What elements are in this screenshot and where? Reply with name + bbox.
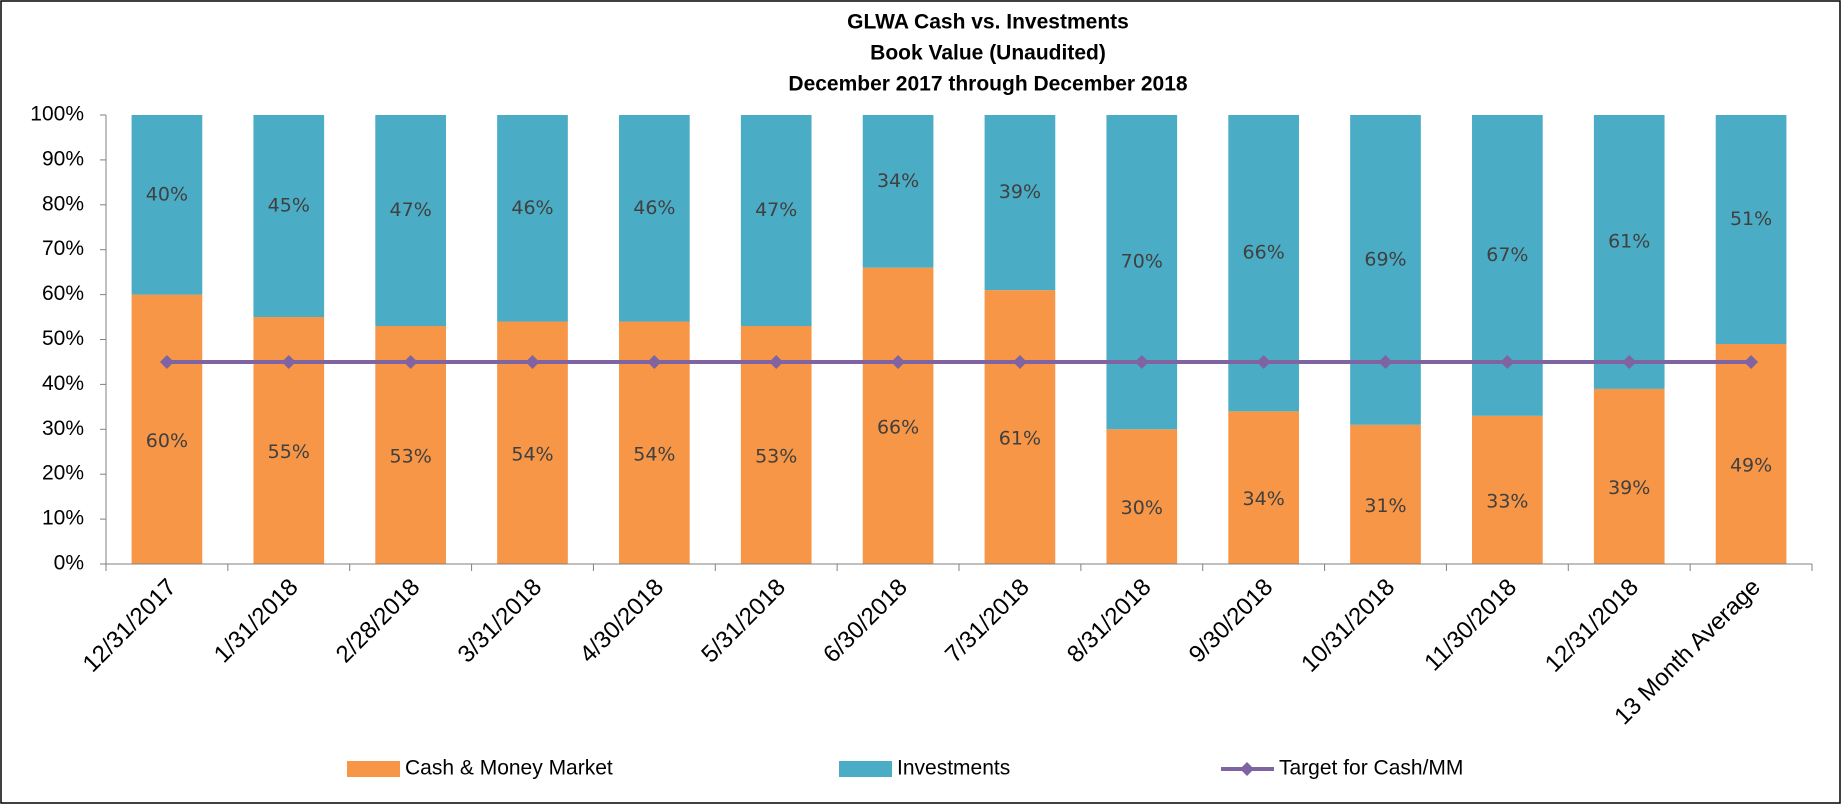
y-tick-label: 0%: [54, 552, 84, 575]
data-label: 45%: [268, 195, 310, 217]
target-marker: [769, 354, 784, 369]
data-label: 34%: [877, 170, 919, 192]
bar-segment: [1472, 415, 1543, 564]
bar-segment: [1106, 429, 1178, 564]
data-label: 46%: [633, 197, 675, 219]
bar-segment: [1715, 115, 1787, 344]
chart-subtitle: Book Value (Unaudited): [870, 42, 1106, 65]
data-label: 67%: [1486, 244, 1528, 266]
legend-label: Investments: [897, 757, 1010, 780]
data-label: 61%: [999, 428, 1041, 450]
target-marker: [1500, 354, 1515, 369]
target-marker: [1012, 354, 1027, 369]
data-label: 66%: [877, 416, 919, 438]
data-label: 54%: [511, 443, 553, 465]
target-marker: [891, 354, 906, 369]
data-label: 61%: [1608, 230, 1650, 252]
bar-segment: [497, 115, 568, 322]
y-tick-label: 20%: [42, 462, 84, 485]
data-label: 70%: [1121, 251, 1163, 273]
legend-swatch: [347, 761, 400, 777]
y-tick-label: 80%: [42, 192, 84, 215]
data-label: 53%: [390, 446, 432, 468]
target-marker: [1744, 354, 1759, 369]
data-label: 46%: [511, 197, 553, 219]
data-label: 47%: [390, 199, 432, 221]
bar-segment: [1106, 115, 1178, 430]
y-tick-label: 70%: [42, 237, 84, 260]
y-tick-label: 10%: [42, 507, 84, 530]
target-marker: [1378, 354, 1393, 369]
legend-label: Cash & Money Market: [405, 757, 613, 780]
chart-title: GLWA Cash vs. Investments: [847, 11, 1129, 34]
bar-segment: [1715, 343, 1787, 564]
y-tick-label: 50%: [42, 327, 84, 350]
data-label: 69%: [1364, 248, 1406, 270]
data-label: 30%: [1121, 497, 1163, 519]
bar-segment: [253, 115, 325, 318]
data-label: 51%: [1730, 208, 1772, 230]
legend-swatch: [839, 761, 892, 777]
data-label: 39%: [999, 181, 1041, 203]
bar-segment: [862, 267, 934, 564]
y-tick-label: 100%: [30, 103, 84, 126]
data-label: 33%: [1486, 490, 1528, 512]
data-label: 40%: [146, 183, 188, 205]
bar-segment: [740, 115, 812, 327]
chart-subtitle: December 2017 through December 2018: [788, 73, 1188, 96]
target-marker: [1622, 354, 1637, 369]
data-label: 31%: [1364, 495, 1406, 517]
target-marker: [525, 354, 540, 369]
data-label: 49%: [1730, 454, 1772, 476]
bar-segment: [131, 294, 203, 564]
bar-segment: [1350, 115, 1421, 425]
bar-segment: [619, 115, 690, 322]
y-tick-label: 30%: [42, 417, 84, 440]
data-label: 47%: [755, 199, 797, 221]
target-marker: [403, 354, 418, 369]
target-marker: [1134, 354, 1149, 369]
bar-segment: [1350, 424, 1421, 564]
bar-segment: [1593, 388, 1665, 564]
bar-segment: [862, 115, 934, 268]
data-label: 53%: [755, 446, 797, 468]
bar-segment: [984, 290, 1056, 564]
target-marker: [1256, 354, 1271, 369]
bar-segment: [1593, 115, 1665, 389]
bar-segment: [1228, 411, 1299, 564]
target-marker: [647, 354, 662, 369]
legend-label: Target for Cash/MM: [1279, 757, 1463, 780]
data-label: 39%: [1608, 477, 1650, 499]
y-tick-label: 40%: [42, 372, 84, 395]
bar-segment: [375, 115, 446, 327]
y-tick-label: 60%: [42, 282, 84, 305]
data-label: 55%: [268, 441, 310, 463]
data-label: 60%: [146, 430, 188, 452]
target-marker: [281, 354, 296, 369]
target-marker: [159, 354, 174, 369]
bar-segment: [984, 115, 1056, 291]
legend-marker: [1240, 762, 1254, 776]
data-label: 34%: [1243, 488, 1285, 510]
data-label: 54%: [633, 443, 675, 465]
data-label: 66%: [1243, 242, 1285, 264]
bar-segment: [131, 115, 203, 295]
y-tick-label: 90%: [42, 147, 84, 170]
